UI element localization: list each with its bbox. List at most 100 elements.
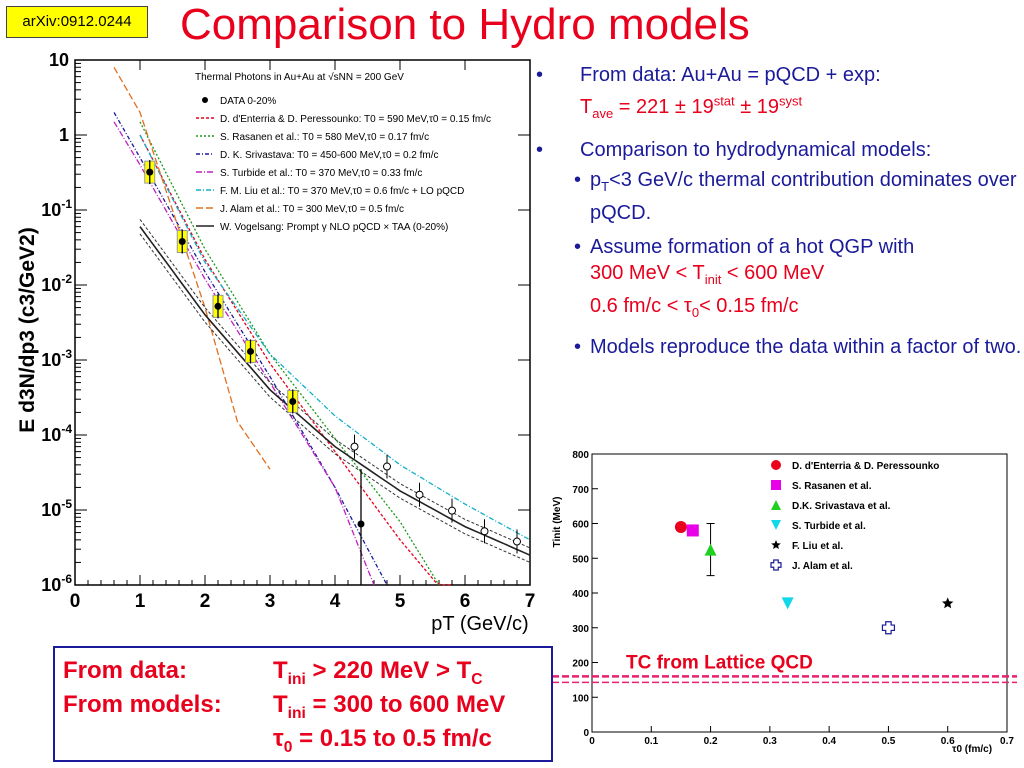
tave-sub: ave: [592, 105, 614, 121]
tplot-y-tick-label: 800: [572, 450, 589, 461]
tplot-legend-label-2: D.K. Srivastava et al.: [792, 501, 891, 512]
sv2-a: T: [273, 691, 288, 718]
tplot-legend-label-1: S. Rasanen et al.: [792, 481, 872, 492]
open-data-point: [383, 462, 391, 471]
summary-value-tau: τ0 = 0.15 to 0.5 fm/c: [273, 722, 492, 765]
tau-range: 0.6 fm/c < τ0< 0.15 fm/c: [590, 294, 799, 320]
x-tick-label: 7: [525, 591, 536, 612]
sub-bullet-pt: • pT<3 GeV/c thermal contribution domina…: [532, 167, 1022, 226]
tplot-y-tick-label: 0: [583, 728, 589, 739]
tplot-x-tick-label: 0.4: [822, 736, 836, 747]
tplot-legend-label-0: D. d'Enterria & D. Peressounko: [792, 461, 939, 472]
summary-value-data: Tini > 220 MeV > TC: [273, 654, 483, 697]
sv1-sub: ini: [287, 670, 306, 688]
spectrum-plot: 0 1 2 3 4 5 6 7 10 1 10-1 10-2 10-3 10-4 10-5 10-6 E d3N…: [16, 50, 536, 635]
tinit-range-b: < 600 MeV: [721, 261, 825, 284]
tave-value: Tave = 221 ± 19stat ± 19syst: [580, 93, 803, 121]
y-tick-label: 10: [49, 50, 69, 70]
legend-label-2: D. K. Srivastava: T0 = 450-600 MeV,τ0 = …: [220, 150, 439, 161]
sub-bullet-dot: •: [574, 235, 582, 258]
bullet-comparison-text: Comparison to hydrodynamical models:: [580, 138, 932, 161]
marker-square: [686, 524, 699, 537]
y-tick-label: 10-3: [41, 347, 72, 370]
tave-pm: ± 19: [734, 95, 779, 118]
bullet-data: • From data: Au+Au = pQCD + exp: Tave = …: [532, 62, 1022, 127]
arxiv-label: arXiv:0912.0244: [6, 6, 148, 38]
tplot-frame: [591, 453, 1008, 733]
x-tick-label: 1: [135, 591, 146, 612]
x-tick-label: 0: [70, 591, 81, 612]
tc-annotation: TC from Lattice QCD: [626, 652, 813, 673]
tau-range-a: 0.6 fm/c < τ: [590, 294, 692, 317]
open-data-point: [448, 506, 456, 515]
series-curve-0: [139, 134, 452, 586]
data-point: [247, 347, 254, 355]
y-tick-label: 10-6: [41, 572, 72, 595]
marker-star: [942, 597, 954, 609]
y-axis-label: E d3N/dp3 (c3/GeV2): [16, 227, 39, 432]
sv1-a: T: [273, 657, 288, 684]
bullet-dot: •: [536, 64, 544, 86]
legend-label-4: F. M. Liu et al.: T0 = 370 MeV,τ0 = 0.6 …: [220, 186, 464, 197]
summary-row-models: From models: Tini = 300 to 600 MeV: [63, 688, 543, 722]
x-tick-label: 2: [200, 591, 211, 612]
sub-bullet-models: • Models reproduce the data within a fac…: [532, 334, 1022, 360]
series-curve-6: [139, 226, 531, 556]
sv3-b: = 0.15 to 0.5 fm/c: [292, 725, 492, 752]
marker-triangle-up: [704, 543, 717, 556]
qgp-text: Assume formation of a hot QGP with: [590, 235, 915, 258]
y-tick-label: 1: [59, 125, 69, 145]
tave-symbol: T: [580, 95, 593, 118]
tplot-x-tick-label: 0.3: [763, 736, 777, 747]
tplot-y-tick-label: 300: [572, 624, 589, 635]
x-tick-label: 6: [460, 591, 471, 612]
legend-label-6: W. Vogelsang: Prompt γ NLO pQCD × TAA (0…: [220, 222, 448, 233]
summary-value-models: Tini = 300 to 600 MeV: [273, 688, 505, 731]
marker-cross: [881, 621, 896, 635]
slide-title: Comparison to Hydro models: [180, 0, 750, 49]
bullet-dot: •: [536, 138, 544, 161]
tplot-legend-label-3: S. Turbide et al.: [792, 521, 866, 532]
tinit-range-a: 300 MeV < T: [590, 261, 705, 284]
tplot-y-tick-label: 600: [572, 520, 589, 531]
tplot-legend-label-5: J. Alam et al.: [792, 561, 853, 572]
x-tick-label: 5: [395, 591, 406, 612]
sub-bullet-dot: •: [574, 335, 582, 358]
bullet-data-text: From data: Au+Au = pQCD + exp:: [580, 64, 881, 86]
bullet-list: • From data: Au+Au = pQCD + exp: Tave = …: [532, 62, 1022, 360]
legend-label-data: DATA 0-20%: [220, 96, 276, 107]
tinit-range-sub: init: [704, 271, 722, 287]
marker-triangle-up: [771, 500, 781, 510]
tplot-x-axis-label: τ0 (fm/c): [952, 744, 992, 755]
pt-symbol: p: [590, 168, 602, 191]
marker-cross: [770, 559, 782, 571]
data-point: [357, 520, 365, 528]
y-tick-label: 10-5: [41, 497, 72, 520]
sub-bullet-qgp: • Assume formation of a hot QGP with 300…: [532, 234, 1022, 326]
marker-circle: [771, 460, 781, 470]
tau-range-b: < 0.15 fm/c: [699, 294, 799, 317]
marker-star: [771, 540, 781, 549]
tplot-x-tick-label: 0.2: [704, 736, 718, 747]
x-axis-label: pT (GeV/c): [431, 613, 528, 635]
legend-label-0: D. d'Enterria & D. Peressounko: T0 = 590…: [220, 114, 491, 125]
pt-sub: T: [601, 178, 610, 194]
open-data-point: [350, 442, 359, 451]
marker-triangle-down: [781, 597, 794, 610]
legend-label-1: S. Rasanen et al.: T0 = 580 MeV,τ0 = 0.1…: [220, 132, 429, 143]
pqcd-band-0: [139, 233, 531, 563]
series-curve-4: [139, 134, 531, 541]
series-curve-5: [113, 66, 271, 470]
summary-row-tau: τ0 = 0.15 to 0.5 fm/c: [63, 722, 543, 756]
open-data-point: [513, 537, 521, 546]
tplot-y-axis-label: Tinit (MeV): [552, 497, 563, 548]
sv2-b: = 300 to 600 MeV: [305, 691, 506, 718]
data-point: [178, 238, 186, 246]
y-tick-label: 10-4: [41, 422, 72, 445]
marker-square: [771, 480, 781, 490]
sv3-a: τ: [273, 725, 284, 752]
tplot-x-tick-label: 0.1: [644, 736, 658, 747]
y-tick-label: 10-1: [41, 197, 72, 220]
tave-sup-syst: syst: [779, 93, 803, 108]
pt-text: <3 GeV/c thermal contribution dominates …: [590, 168, 1017, 224]
